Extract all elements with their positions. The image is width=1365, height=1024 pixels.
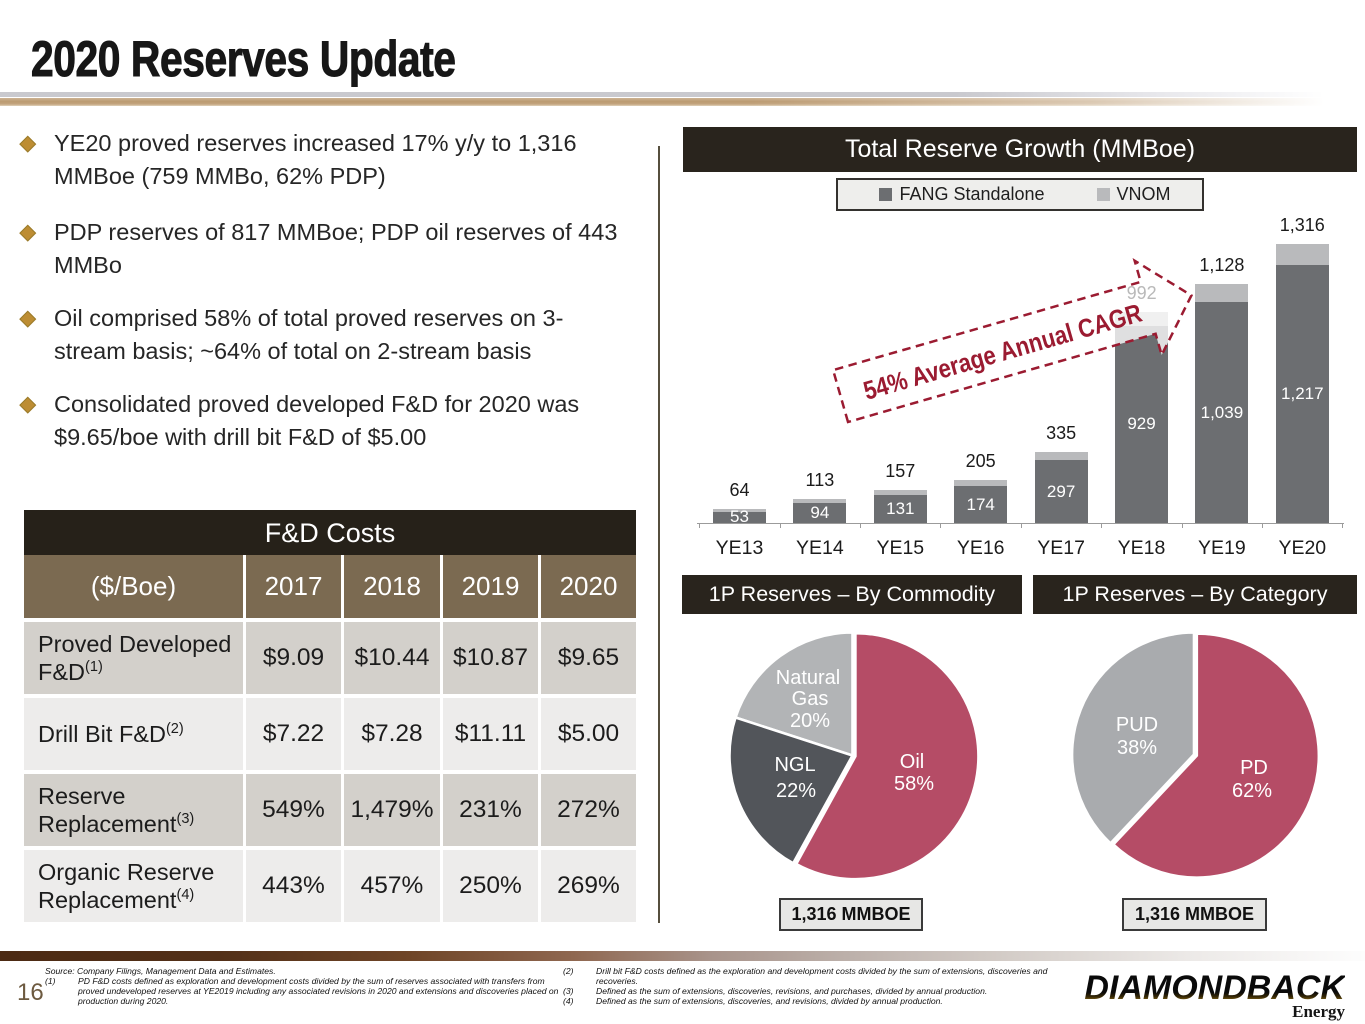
svg-text:Gas: Gas bbox=[792, 688, 829, 710]
svg-text:58%: 58% bbox=[894, 773, 934, 795]
svg-text:PUD: PUD bbox=[1116, 714, 1158, 736]
svg-text:22%: 22% bbox=[776, 780, 816, 802]
svg-text:20%: 20% bbox=[790, 710, 830, 732]
svg-text:PD: PD bbox=[1240, 757, 1268, 779]
svg-text:62%: 62% bbox=[1232, 780, 1272, 802]
svg-text:Oil: Oil bbox=[900, 751, 924, 773]
svg-text:NGL: NGL bbox=[774, 754, 815, 776]
svg-text:38%: 38% bbox=[1117, 737, 1157, 759]
svg-text:Natural: Natural bbox=[776, 667, 840, 689]
